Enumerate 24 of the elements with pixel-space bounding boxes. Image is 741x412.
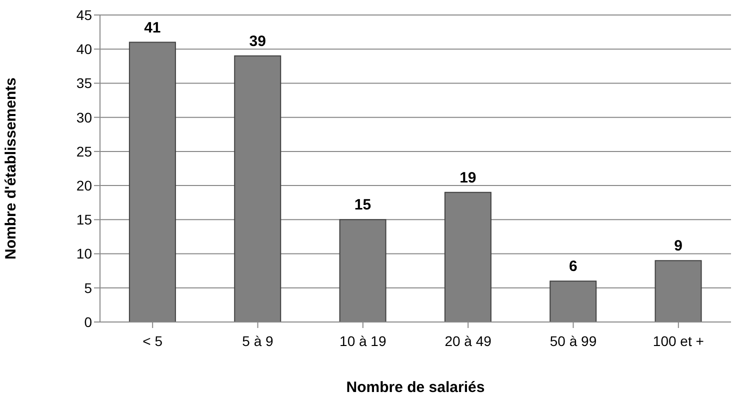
x-tick-label: 100 et + <box>652 332 704 349</box>
data-label: 41 <box>144 19 161 36</box>
y-tick-label: 0 <box>84 314 92 330</box>
y-tick-label: 15 <box>76 212 92 228</box>
x-tick-label: 50 à 99 <box>550 332 597 349</box>
y-axis-title: Nombre d'établissements <box>2 78 20 260</box>
data-label: 39 <box>249 32 266 50</box>
x-tick-label: < 5 <box>142 332 163 349</box>
x-tick-label: 20 à 49 <box>444 332 492 349</box>
data-label: 9 <box>674 238 682 255</box>
data-label: 6 <box>568 258 578 276</box>
y-tick-label: 40 <box>76 41 92 58</box>
x-axis-title: Nombre de salariés <box>346 379 485 396</box>
data-label: 15 <box>354 196 372 214</box>
y-tick-label: 35 <box>76 75 92 92</box>
x-tick-label: 10 à 19 <box>340 332 386 349</box>
y-tick-label: 45 <box>76 6 92 23</box>
x-tick-label: 5 à 9 <box>242 332 274 349</box>
y-tick-label: 25 <box>76 143 92 160</box>
y-tick-label: 5 <box>84 280 92 296</box>
y-tick-label: 20 <box>76 178 92 194</box>
y-tick-label: 10 <box>76 246 92 262</box>
data-label: 19 <box>460 169 476 186</box>
y-tick-label: 30 <box>76 109 92 126</box>
